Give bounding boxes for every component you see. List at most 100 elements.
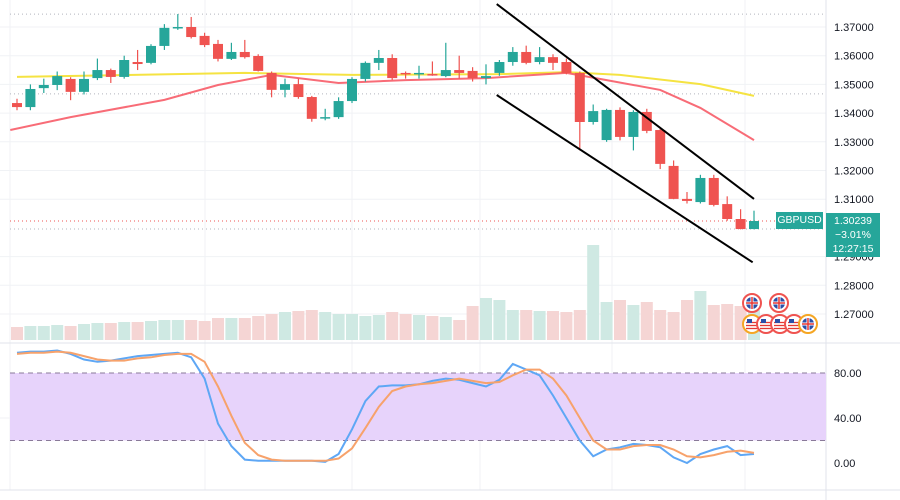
volume-bar (11, 327, 23, 340)
candle-body-down (548, 57, 558, 63)
candle-body-down (615, 109, 625, 137)
volume-bar (707, 305, 720, 340)
candle-body-down (521, 51, 532, 63)
price-axis-label: 1.34000 (834, 108, 874, 120)
candle-body-down (199, 35, 210, 46)
candle-body-down (668, 165, 679, 199)
volume-bar (145, 321, 157, 340)
volume-bar (78, 324, 90, 340)
stochastic-d-line (16, 350, 755, 462)
candle-body-up (226, 51, 237, 59)
candle-body-up (507, 51, 518, 63)
volume-bar (466, 306, 479, 340)
stochastic-lines (16, 349, 755, 465)
stochastic-axis-label: 40.00 (834, 413, 862, 425)
volume-bar (104, 323, 117, 340)
candle-body-up (749, 221, 759, 230)
candles[interactable] (12, 14, 759, 230)
dotted-levels (10, 13, 826, 230)
candle-body-up (38, 84, 49, 89)
volume-bar (426, 316, 439, 340)
candle-body-down (387, 57, 398, 79)
trend-channel[interactable] (496, 3, 755, 264)
volume-bar (734, 306, 747, 340)
volume-bar (198, 321, 211, 340)
channel-line-upper (496, 3, 755, 200)
volume-bar (547, 311, 559, 340)
volume-bar (439, 317, 452, 340)
candle-body-up (172, 27, 183, 29)
candle-body-up (146, 45, 156, 63)
candle-body-down (722, 204, 733, 220)
candle-body-up (52, 76, 63, 85)
candle-body-down (641, 111, 652, 131)
fast-moving-average-line (10, 71, 755, 141)
candle-body-down (65, 78, 76, 92)
candle-body-down (708, 177, 719, 205)
uk-flag-icon[interactable] (798, 314, 818, 334)
stochastic-band-fill (10, 373, 826, 441)
volume-bar (654, 310, 667, 340)
volume-bar (24, 326, 37, 340)
last-price-box: 1.30239 −3.01% 12:27:15 (826, 213, 880, 257)
candle-body-up (440, 70, 451, 77)
volume-bar (64, 326, 77, 340)
candle-body-up (79, 78, 89, 92)
candle-body-up (414, 72, 424, 75)
us-flag-icon[interactable] (770, 314, 790, 334)
candle-body-up (628, 111, 639, 137)
event-icons[interactable] (742, 293, 818, 334)
candle-body-down (400, 72, 411, 75)
candle-body-down (454, 70, 465, 73)
candle-body-up (494, 62, 505, 73)
volume-bar (225, 318, 238, 340)
candle-body-up (119, 60, 130, 77)
volume-bar (171, 320, 184, 340)
volume-bar (533, 311, 546, 340)
candle-body-up (333, 101, 344, 118)
candle-body-down (253, 55, 264, 71)
candle-body-up (280, 84, 290, 90)
volume-bar (51, 325, 64, 340)
volume-bar (573, 310, 586, 340)
us-flag-icon[interactable] (756, 314, 776, 334)
candle-body-down (213, 43, 223, 59)
candle-body-down (561, 62, 572, 73)
candle-body-down (266, 72, 277, 90)
volume-bar (346, 314, 358, 340)
candle-body-down (105, 70, 116, 77)
candle-body-down (306, 97, 317, 119)
volume-bar (158, 320, 171, 340)
volume-bar (386, 312, 399, 340)
candle-body-down (655, 130, 666, 164)
candle-body-down (574, 72, 585, 122)
price-axis-label: 1.31000 (834, 194, 874, 206)
price-axis-label: 1.33000 (834, 137, 874, 149)
candle-body-down (467, 70, 478, 79)
bar-countdown: 12:27:15 (832, 243, 874, 255)
volume-bar (667, 312, 680, 340)
volume-bar (359, 316, 372, 340)
candle-body-down (735, 219, 746, 230)
us-flag-icon[interactable] (742, 314, 762, 334)
uk-flag-icon[interactable] (769, 293, 789, 313)
volume-bar (399, 314, 412, 340)
slow-moving-average-line (16, 71, 755, 97)
us-flag-icon[interactable] (784, 314, 804, 334)
volume-bar (453, 320, 466, 340)
uk-flag-icon[interactable] (742, 293, 762, 313)
volume-bar (131, 322, 144, 340)
candle-body-down (132, 62, 143, 65)
volume-bar (627, 305, 640, 340)
price-axis-label: 1.37000 (834, 22, 874, 34)
volume-bar (118, 322, 131, 340)
volume-bar (252, 316, 265, 340)
volume-bar (238, 318, 251, 340)
volume-bars (11, 245, 760, 340)
volume-bar (332, 314, 345, 340)
volume-bar (212, 318, 224, 340)
candle-body-up (601, 109, 612, 141)
volume-bar (640, 302, 653, 340)
volume-bar (413, 315, 425, 340)
